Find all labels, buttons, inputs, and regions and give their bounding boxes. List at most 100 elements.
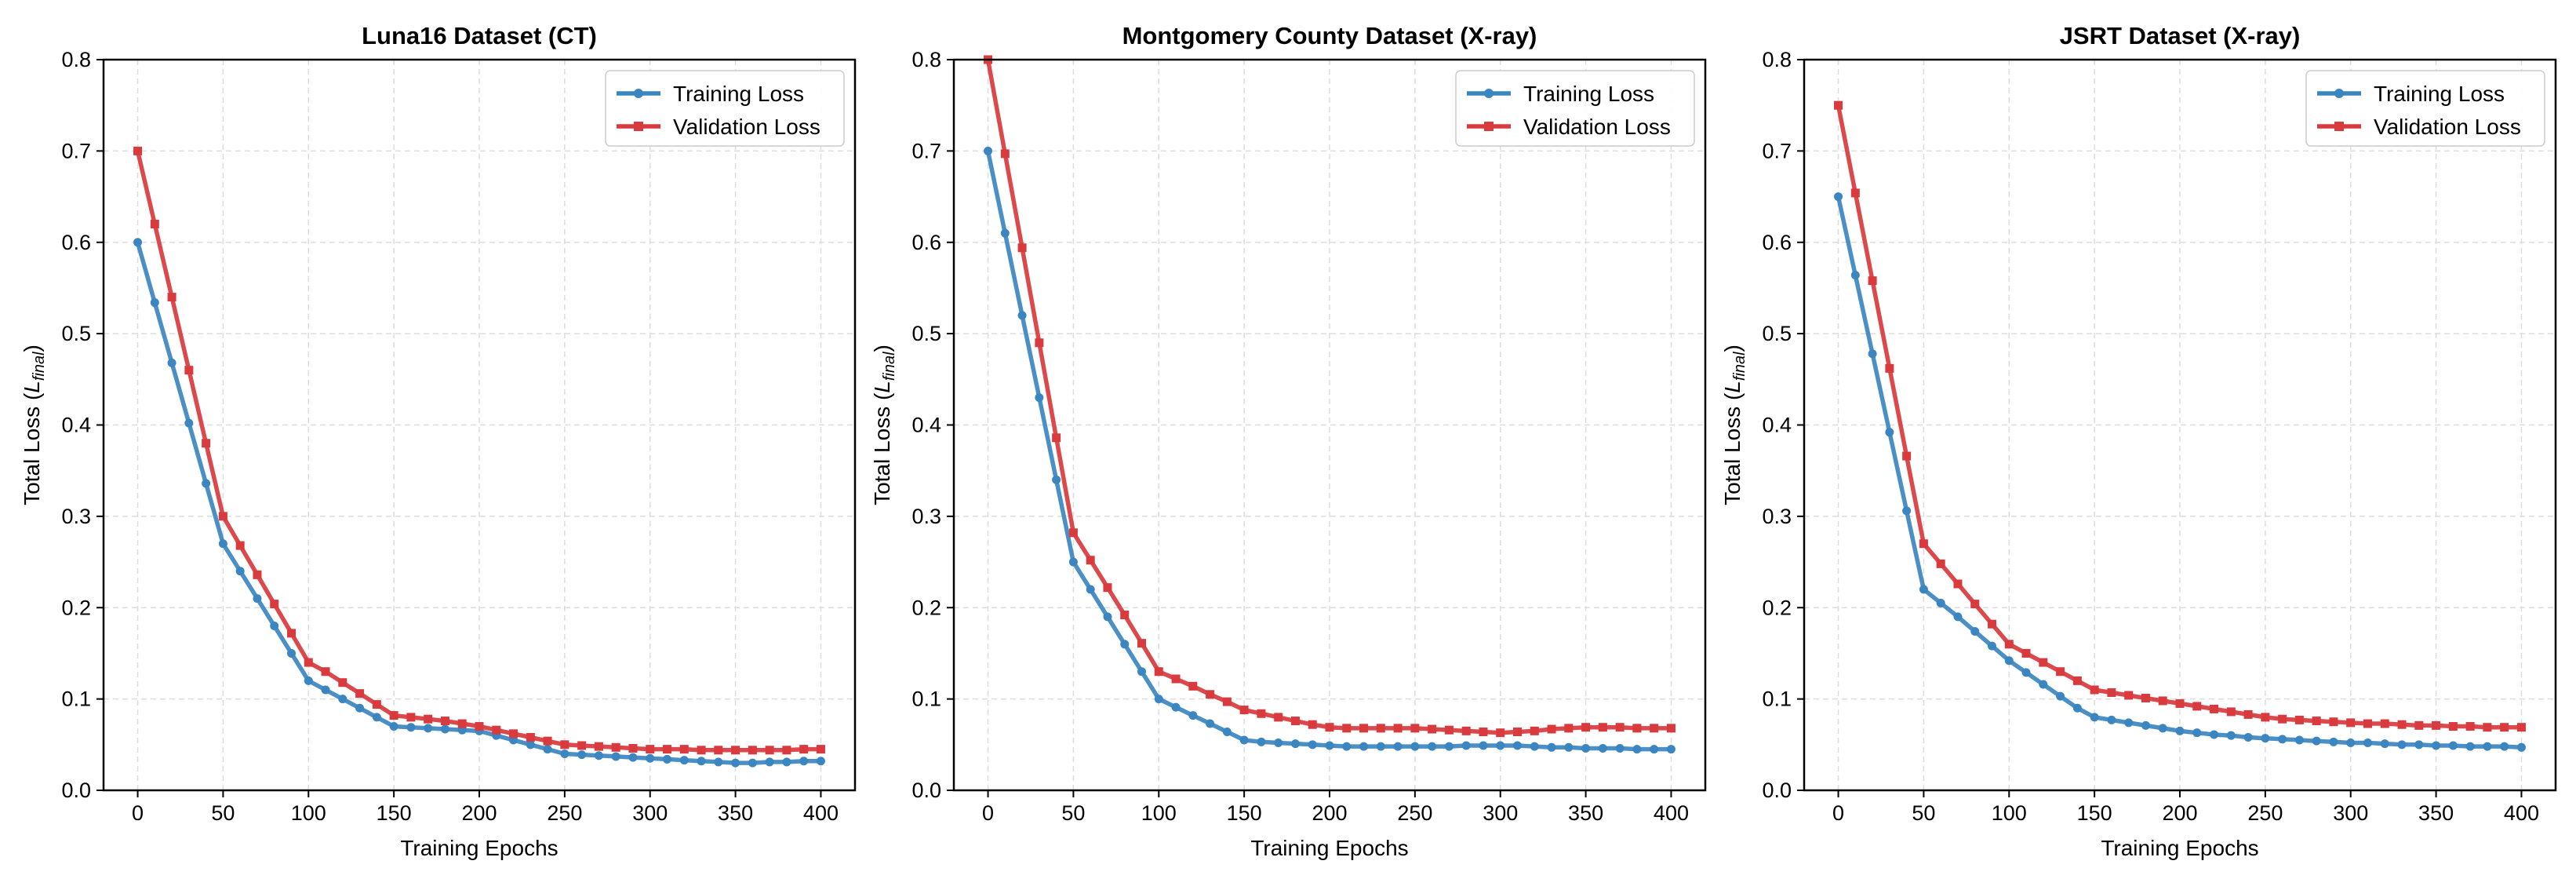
y-axis-label-subscript: final (1731, 352, 1748, 381)
validation-loss-point (628, 743, 638, 753)
x-tick-label: 350 (718, 801, 753, 825)
x-tick-label: 350 (2418, 801, 2454, 825)
training-loss-point (2072, 703, 2082, 713)
training-loss-point (440, 724, 449, 734)
validation-loss-point (1393, 724, 1403, 733)
chart-title: Luna16 Dataset (CT) (362, 22, 597, 49)
y-tick-label: 0.2 (61, 596, 91, 619)
validation-loss-point (2210, 704, 2219, 713)
validation-loss-point (509, 729, 518, 739)
x-tick-label: 100 (1141, 801, 1177, 825)
validation-loss-line (1836, 103, 2524, 730)
training-loss-point (628, 753, 638, 762)
training-loss-point (287, 648, 296, 658)
legend-box (605, 70, 845, 147)
training-loss-point (1206, 719, 1215, 728)
validation-loss-point (2004, 640, 2014, 649)
training-loss-point (748, 758, 757, 768)
training-loss-point (2261, 734, 2270, 743)
validation-loss-point (697, 746, 706, 755)
y-tick-label: 0.1 (1762, 688, 1792, 711)
legend-validation-label: Validation Loss (2374, 115, 2521, 139)
validation-loss-point (2483, 723, 2492, 732)
training-loss-point (1086, 585, 1095, 594)
validation-loss-point (1970, 600, 1980, 609)
training-loss-point (1868, 349, 1877, 359)
validation-loss-point (1120, 611, 1130, 620)
training-loss-point (1936, 598, 1945, 607)
training-loss-point (2124, 718, 2134, 728)
legend-box (2305, 70, 2545, 147)
validation-loss-point (235, 541, 245, 550)
training-loss-point (697, 757, 706, 766)
x-tick-label: 250 (547, 801, 582, 825)
training-loss-point (2004, 656, 2014, 666)
training-loss-point (1632, 745, 1642, 754)
legend-training-marker (634, 89, 643, 98)
training-loss-point (663, 754, 671, 764)
validation-loss-point (1650, 724, 1659, 733)
training-loss-point (1953, 612, 1963, 622)
validation-loss-point (526, 733, 535, 742)
y-tick-label: 0.4 (1762, 414, 1792, 437)
training-loss-point (1137, 667, 1146, 677)
training-loss-point (1850, 271, 1860, 280)
x-tick-label: 100 (1992, 801, 2027, 825)
training-loss-point (1308, 740, 1317, 750)
x-axis-label: Training Epochs (1250, 836, 1408, 860)
validation-loss-point (594, 742, 603, 751)
training-loss-point (1325, 741, 1334, 750)
validation-loss-point (1359, 724, 1369, 733)
legend-validation-marker (634, 122, 643, 131)
validation-loss-point (2261, 713, 2270, 722)
training-loss-point (816, 757, 825, 766)
training-loss-point (1393, 742, 1403, 751)
validation-loss-point (2380, 719, 2389, 728)
validation-loss-point (560, 740, 569, 750)
y-tick-label: 0.2 (911, 596, 941, 619)
training-loss-point (2516, 742, 2526, 752)
training-loss-point (714, 757, 723, 767)
training-loss-point (406, 723, 416, 732)
y-tick-label: 0.8 (911, 48, 941, 71)
y-tick-label: 0.0 (61, 779, 91, 802)
validation-loss-point (287, 629, 296, 638)
validation-loss-point (389, 711, 398, 720)
validation-loss-point (2312, 717, 2321, 726)
training-loss-point (526, 740, 535, 750)
validation-loss-point (1564, 724, 1574, 733)
validation-loss-point (457, 719, 467, 728)
panel-luna16: 0 50 100 150 200 250 300 350 400 0.0 0.1 0.2 0.3 0.4 0… (20, 22, 857, 860)
x-tick-label: 400 (803, 801, 839, 825)
validation-loss-point (1936, 559, 1945, 568)
training-loss-point (611, 752, 620, 761)
validation-loss-point (1342, 724, 1352, 733)
validation-loss-point (1068, 528, 1078, 538)
training-loss-point (1035, 393, 1044, 403)
training-loss-point (167, 358, 176, 367)
y-tick-label: 0.0 (1762, 779, 1792, 802)
validation-loss-point (663, 745, 671, 754)
training-loss-point (1461, 741, 1471, 750)
training-loss-point (389, 722, 398, 731)
x-tick-label: 200 (1312, 801, 1347, 825)
training-loss-point (2380, 739, 2389, 749)
training-loss-point (1834, 192, 1843, 202)
validation-loss-point (782, 746, 791, 755)
training-loss-point (1650, 745, 1659, 754)
validation-loss-point (1035, 338, 1044, 348)
validation-loss-point (1171, 674, 1181, 684)
validation-loss-point (1239, 706, 1249, 715)
validation-loss-point (1581, 723, 1591, 732)
validation-loss-point (1868, 276, 1877, 286)
validation-loss-point (1666, 724, 1675, 733)
legend-box (1455, 70, 1695, 147)
training-loss-point (1513, 741, 1522, 750)
training-loss-point (560, 749, 569, 758)
validation-loss-point (253, 570, 262, 579)
validation-loss-point (1000, 149, 1010, 159)
validation-loss-point (543, 736, 552, 746)
y-axis-label-text: Total Loss ( (1720, 392, 1745, 505)
validation-loss-point (167, 293, 176, 302)
validation-loss-point (611, 742, 620, 752)
